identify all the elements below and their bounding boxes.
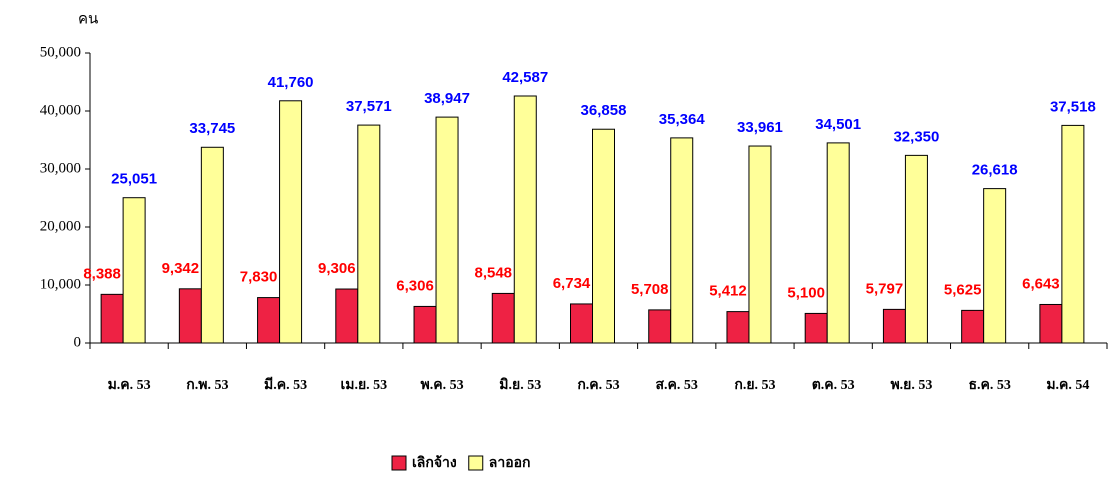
bar: [279, 100, 303, 344]
y-tick-label: 10,000: [40, 276, 81, 292]
bar: [826, 142, 850, 344]
x-tick-label: ก.ค. 53: [577, 378, 619, 393]
x-tick-label: ก.พ. 53: [186, 378, 228, 393]
bar: [435, 116, 459, 344]
value-label: 33,961: [737, 119, 783, 136]
y-tick-label: 40,000: [40, 102, 81, 118]
legend-label: เลิกจ้าง: [412, 455, 457, 471]
y-tick-label: 50,000: [40, 44, 81, 60]
bar: [100, 293, 124, 344]
legend-swatch: [468, 455, 484, 471]
x-tick-label: ม.ค. 54: [1046, 378, 1089, 393]
value-label: 7,830: [240, 269, 278, 286]
value-label: 26,618: [972, 162, 1018, 179]
y-tick-label: 0: [74, 334, 82, 350]
value-label: 5,625: [944, 281, 982, 298]
bar: [570, 303, 593, 344]
bar: [1061, 124, 1085, 344]
value-label: 35,364: [659, 111, 706, 128]
bar: [983, 188, 1007, 344]
value-label: 34,501: [815, 116, 861, 133]
value-label: 5,797: [866, 280, 904, 297]
bar: [413, 305, 437, 344]
x-tick-label: พ.ค. 53: [420, 378, 463, 393]
bar: [513, 95, 537, 344]
value-label: 41,760: [268, 74, 314, 91]
bar: [904, 154, 928, 344]
value-label: 42,587: [502, 69, 548, 86]
bar: [122, 197, 146, 344]
value-label: 32,350: [893, 128, 939, 145]
bar: [335, 288, 359, 344]
value-label: 6,306: [396, 277, 434, 294]
value-label: 37,518: [1050, 98, 1096, 115]
bar: [961, 309, 985, 344]
bar: [178, 288, 202, 344]
bar: [357, 124, 381, 344]
x-tick-label: มี.ค. 53: [264, 377, 307, 393]
value-label: 8,548: [474, 264, 512, 281]
y-axis-label: คน: [78, 11, 98, 27]
x-tick-label: ก.ย. 53: [734, 378, 775, 393]
value-label: 37,571: [346, 98, 392, 115]
value-label: 8,388: [83, 265, 121, 282]
x-tick-label: ต.ค. 53: [812, 378, 855, 393]
value-label: 25,051: [111, 171, 157, 188]
bar: [200, 146, 224, 344]
bar: [257, 297, 281, 344]
x-tick-label: ส.ค. 53: [656, 378, 698, 393]
x-tick-label: ม.ค. 53: [108, 378, 151, 393]
x-tick-label: เม.ย. 53: [340, 378, 387, 393]
value-label: 6,734: [553, 275, 591, 292]
value-label: 6,643: [1022, 275, 1060, 292]
x-tick-label: มิ.ย. 53: [499, 377, 541, 393]
x-tick-label: ธ.ค. 53: [968, 378, 1010, 393]
bar: [648, 309, 672, 344]
x-tick-label: พ.ย. 53: [890, 378, 932, 393]
bar: [592, 128, 615, 344]
bar: [670, 137, 694, 344]
bar: [748, 145, 772, 344]
y-tick-label: 30,000: [40, 160, 81, 176]
value-label: 5,412: [709, 283, 747, 300]
legend-swatch: [391, 455, 407, 471]
value-label: 5,100: [787, 284, 825, 301]
bar: [882, 308, 906, 344]
bar: [1039, 303, 1063, 344]
bar: [726, 311, 750, 344]
value-label: 9,306: [318, 260, 356, 277]
bar: [491, 292, 515, 344]
legend-label: ลาออก: [489, 456, 531, 471]
value-label: 5,708: [631, 281, 669, 298]
value-label: 33,745: [189, 120, 235, 137]
value-label: 38,947: [424, 90, 470, 107]
value-label: 36,858: [581, 102, 627, 119]
value-label: 9,342: [162, 260, 200, 277]
bar: [804, 312, 828, 344]
y-tick-label: 20,000: [40, 218, 81, 234]
